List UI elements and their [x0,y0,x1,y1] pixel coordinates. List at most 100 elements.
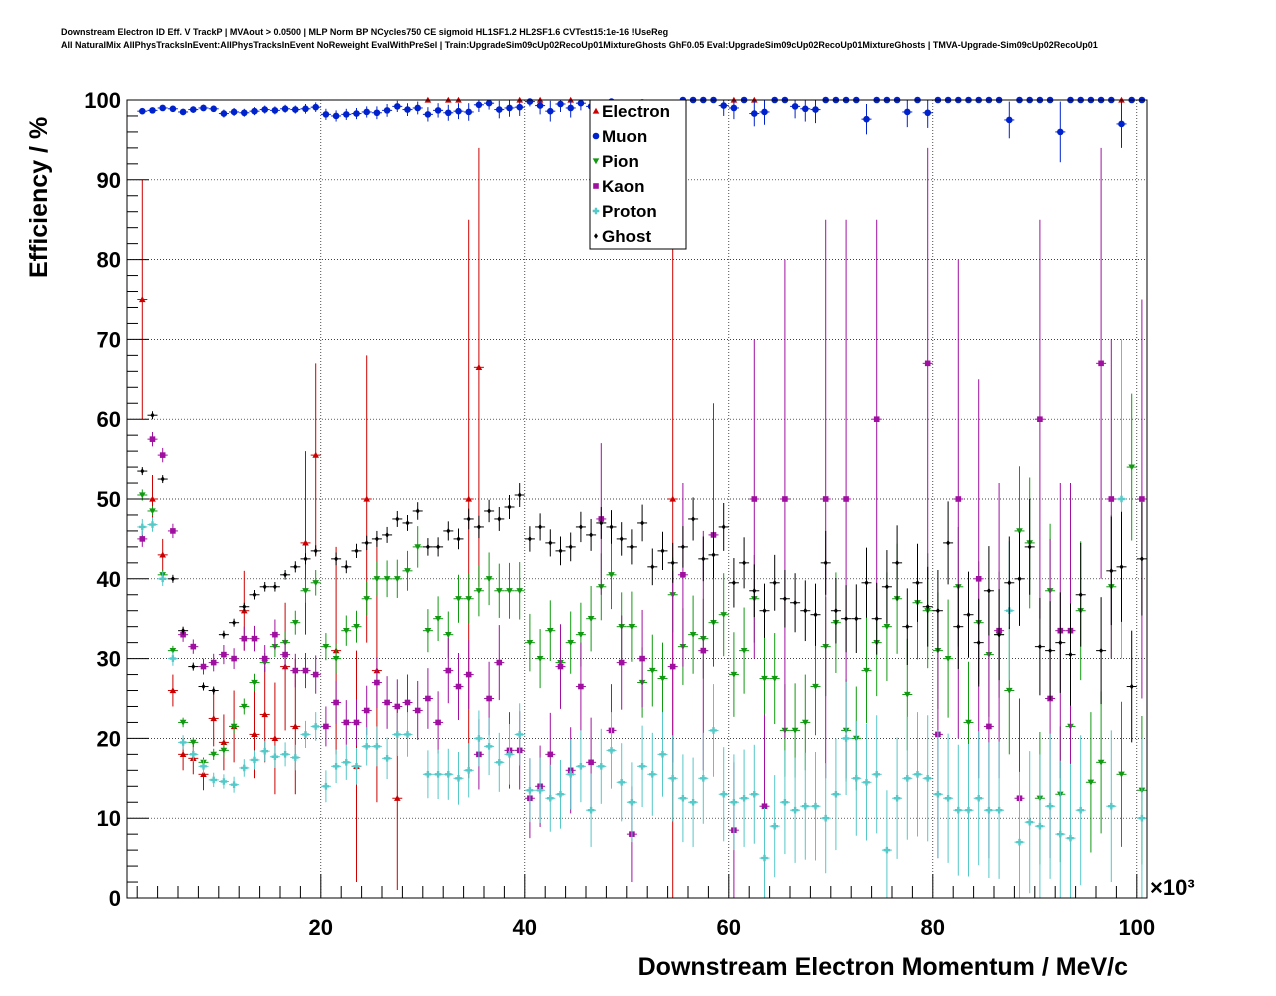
muon-data-point [208,105,219,113]
ghost-data-point [800,580,811,642]
kaon-marker [312,671,319,678]
proton-marker [1108,802,1115,810]
muon-marker [434,107,442,114]
muon-data-point [1116,100,1127,148]
ghost-marker [854,615,859,622]
ghost-marker [1139,556,1144,562]
proton-marker [547,794,554,802]
y-tick-label: 30 [97,647,121,672]
ghost-data-point [769,554,780,611]
proton-data-point [881,790,892,898]
proton-data-point [718,747,729,842]
pion-data-point [402,550,413,591]
ghost-marker [578,524,583,530]
ghost-data-point [871,582,882,655]
pion-data-point [484,552,495,606]
muon-data-point [249,107,260,116]
muon-data-point [300,103,311,114]
pion-data-point [453,574,464,623]
muon-data-point [922,100,933,128]
proton-marker [516,731,523,738]
ghost-data-point [708,531,719,579]
proton-data-point [1024,751,1035,894]
pion-data-point [810,637,821,736]
kaon-marker [190,643,197,650]
proton-marker [343,759,350,766]
ghost-data-point [555,536,566,566]
kaon-marker [1098,360,1104,367]
muon-data-point [728,100,739,120]
muon-marker [281,105,289,113]
proton-marker [689,798,697,806]
proton-data-point [688,757,699,847]
ghost-data-point [269,581,280,592]
pion-data-point [310,570,321,596]
muon-data-point [800,100,811,122]
muon-marker [343,111,350,118]
pion-data-point [229,719,240,734]
proton-data-point [1075,735,1086,886]
muon-data-point [504,100,515,117]
kaon-marker [496,659,503,666]
pion-data-point [320,633,331,661]
legend-proton-label: Proton [602,202,657,221]
proton-data-point [677,754,688,843]
ghost-data-point [1096,597,1107,705]
proton-data-point [657,712,668,797]
ghost-marker [313,548,318,554]
kaon-data-point [382,676,393,729]
kaon-marker [465,671,472,678]
proton-marker [1046,802,1054,810]
ghost-marker [833,607,838,614]
muon-marker [383,107,391,114]
kaon-marker [241,635,248,642]
pion-marker [424,628,432,634]
proton-data-point [841,681,852,796]
muon-marker [414,104,422,112]
pion-data-point [473,565,484,617]
proton-marker [383,755,391,762]
muon-marker [190,106,197,113]
legend-entry-ghost: Ghost [594,227,651,246]
proton-marker [557,790,564,798]
ghost-data-point [953,584,964,669]
pion-marker [547,628,554,634]
muon-data-point [1004,101,1015,139]
proton-marker [485,743,493,750]
muon-data-point [484,99,495,110]
pion-data-point [657,642,668,715]
proton-data-point [973,731,984,866]
kaon-marker [445,667,452,674]
pion-data-point [361,581,372,616]
muon-data-point [790,100,801,119]
kaon-data-point [667,570,678,763]
proton-data-point [320,770,331,803]
proton-marker [220,778,228,785]
proton-marker [190,751,197,758]
proton-marker [842,735,850,742]
proton-data-point [382,737,393,780]
muon-marker [332,112,340,120]
proton-data-point [229,776,240,793]
proton-data-point [1065,763,1076,898]
ghost-data-point [596,506,607,539]
ghost-marker [191,663,196,670]
electron-marker [394,794,401,801]
kaon-data-point [208,653,219,672]
muon-marker [812,106,819,113]
kaon-data-point [555,624,566,709]
proton-data-point [565,739,576,810]
ghost-data-point [575,511,586,543]
ghost-marker [1068,651,1073,658]
proton-data-point [586,773,597,847]
proton-marker [536,786,544,794]
proton-data-point [810,751,821,861]
pion-marker [791,727,799,734]
ghost-data-point [208,686,219,695]
electron-marker [302,539,309,546]
ghost-marker [487,508,492,514]
proton-marker [955,806,962,814]
ghost-data-point [1045,601,1056,701]
proton-marker [577,763,585,770]
kaon-marker [374,679,380,686]
